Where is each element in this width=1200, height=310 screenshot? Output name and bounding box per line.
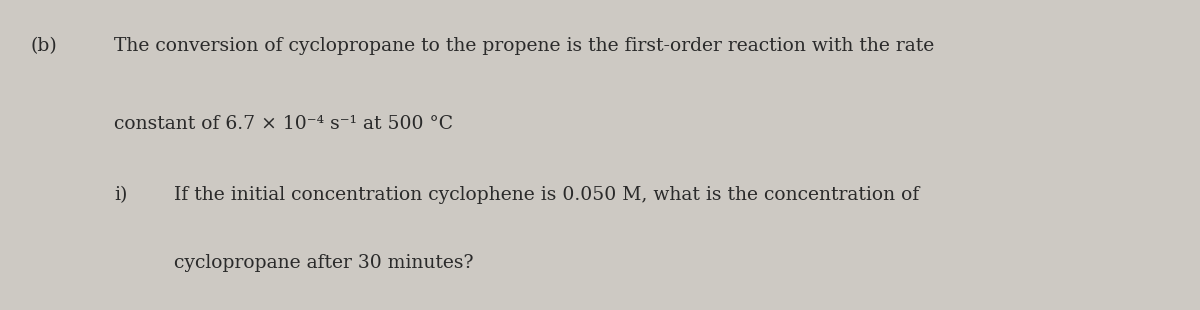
Text: i): i) [114, 186, 127, 204]
Text: The conversion of cyclopropane to the propene is the first-order reaction with t: The conversion of cyclopropane to the pr… [114, 37, 935, 55]
Text: cyclopropane after 30 minutes?: cyclopropane after 30 minutes? [174, 254, 474, 272]
Text: If the initial concentration cyclophene is 0.050 M, what is the concentration of: If the initial concentration cyclophene … [174, 186, 919, 204]
Text: constant of 6.7 × 10⁻⁴ s⁻¹ at 500 °C: constant of 6.7 × 10⁻⁴ s⁻¹ at 500 °C [114, 115, 454, 133]
Text: (b): (b) [30, 37, 56, 55]
